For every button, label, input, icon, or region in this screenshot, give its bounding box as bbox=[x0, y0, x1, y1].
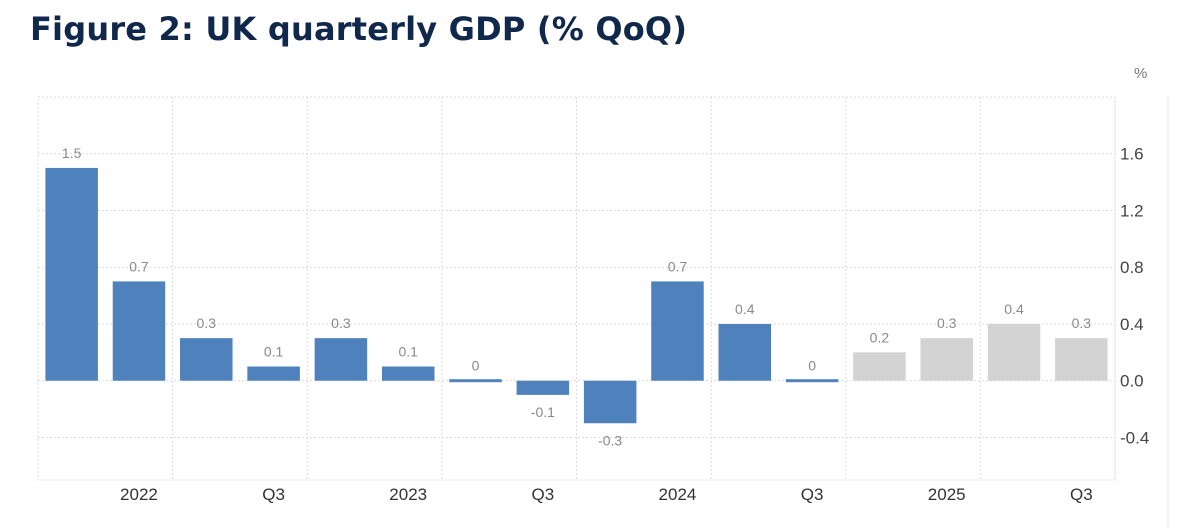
x-tick-label: 2025 bbox=[928, 485, 966, 504]
bar-value-label: -0.3 bbox=[598, 432, 622, 448]
x-tick-label: Q3 bbox=[262, 485, 285, 504]
bar-value-label: 0.3 bbox=[1072, 315, 1092, 331]
gdp-bar bbox=[583, 380, 637, 424]
gdp-bar bbox=[651, 281, 704, 381]
y-unit-label: % bbox=[1134, 65, 1147, 82]
bar-value-label: 0.2 bbox=[870, 329, 890, 345]
bar-value-label: 0.3 bbox=[197, 315, 217, 331]
bar-value-label: 0.3 bbox=[331, 315, 351, 331]
gdp-bar bbox=[314, 338, 368, 381]
bar-value-label: 0 bbox=[472, 358, 480, 374]
x-tick-label: 2023 bbox=[389, 485, 427, 504]
bar-value-label: 1.5 bbox=[62, 145, 82, 161]
bars bbox=[45, 167, 1108, 424]
bar-value-label: 0.1 bbox=[398, 344, 418, 360]
y-tick-label: 1.6 bbox=[1120, 145, 1144, 164]
x-tick-label: Q3 bbox=[532, 485, 555, 504]
y-tick-label: 0.8 bbox=[1120, 258, 1144, 277]
gdp-bar bbox=[112, 281, 166, 381]
plot-frame bbox=[37, 96, 1116, 481]
axes: 1.6 1.2 0.8 0.4 0.0 -0.4% 2022 Q3 2023 Q3 2024 Q3 20… bbox=[120, 65, 1169, 528]
gdp-bar bbox=[45, 167, 98, 381]
gdp-bar bbox=[180, 338, 233, 381]
bar-value-label: 0.4 bbox=[735, 301, 755, 317]
gdp-bar bbox=[381, 366, 435, 381]
x-tick-label: Q3 bbox=[801, 485, 824, 504]
y-tick-label: 1.2 bbox=[1120, 201, 1144, 220]
bar-value-label: 0.7 bbox=[668, 258, 688, 274]
data-labels: 1.5 0.7 0.3 0.1 0.3 0.1 0 -0.1 -0.3 0.7 0.4 0 0.2 0.3… bbox=[62, 145, 1091, 448]
forecast-bar bbox=[920, 338, 973, 381]
forecast-bar bbox=[987, 323, 1041, 381]
y-tick-label: 0.0 bbox=[1120, 372, 1144, 391]
bar-value-label: 0.1 bbox=[264, 344, 284, 360]
forecast-bar bbox=[1055, 338, 1108, 381]
bar-value-label: 0.3 bbox=[937, 315, 957, 331]
bar-value-label: 0.7 bbox=[129, 258, 149, 274]
bar-value-label: -0.1 bbox=[531, 404, 555, 420]
y-tick-label: 0.4 bbox=[1120, 315, 1144, 334]
x-tick-label: 2024 bbox=[659, 485, 697, 504]
gdp-bar bbox=[516, 380, 570, 395]
gdp-bar bbox=[718, 323, 772, 381]
grid-lines bbox=[37, 96, 1116, 481]
forecast-bar bbox=[853, 352, 906, 381]
gdp-bar bbox=[247, 366, 300, 381]
bar-value-label: 0 bbox=[808, 358, 816, 374]
x-tick-label: 2022 bbox=[120, 485, 158, 504]
y-tick-label: -0.4 bbox=[1120, 428, 1149, 447]
gdp-bar bbox=[785, 379, 839, 383]
bar-value-label: 0.4 bbox=[1004, 301, 1024, 317]
gdp-bar bbox=[449, 379, 502, 383]
chart-title: Figure 2: UK quarterly GDP (% QoQ) bbox=[30, 10, 688, 48]
x-tick-label: Q3 bbox=[1070, 485, 1093, 504]
